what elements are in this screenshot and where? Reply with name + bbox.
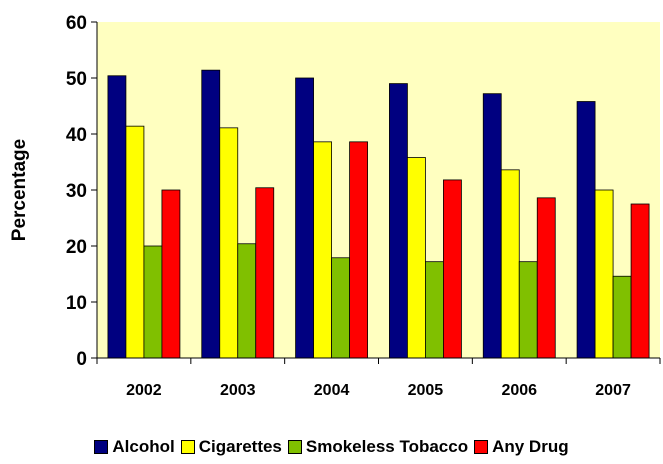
bar-any-drug-2006 — [536, 197, 556, 359]
bar-alcohol-2002 — [107, 75, 127, 359]
legend-item-cigarettes: Cigarettes — [180, 437, 282, 457]
plot-area — [97, 22, 660, 358]
axes-group — [91, 21, 661, 364]
legend-swatch-cigarettes — [180, 440, 195, 454]
bar-any-drug-2007 — [630, 203, 650, 359]
legend-label-cigarettes: Cigarettes — [198, 437, 282, 456]
bar-alcohol-2006 — [482, 93, 502, 359]
x-tick-label-2006: 2006 — [501, 382, 537, 399]
bars-group — [107, 69, 650, 359]
bar-chart: 0 10 20 30 40 50 60 2002 2003 2004 2005 2006 2007 P… — [9, 13, 661, 399]
y-tick-label-40: 40 — [66, 125, 87, 146]
y-tick-label-30: 30 — [66, 181, 87, 202]
x-tick-label-2002: 2002 — [126, 382, 162, 399]
bar-cigarettes-2006 — [500, 169, 520, 359]
bar-smokeless-tobacco-2003 — [237, 243, 257, 359]
legend-item-alcohol: Alcohol — [94, 437, 175, 457]
x-tick-label-2004: 2004 — [314, 382, 350, 399]
legend-swatch-any-drug — [474, 440, 489, 454]
bar-cigarettes-2003 — [219, 127, 239, 359]
legend-swatch-smokeless-tobacco — [287, 440, 302, 454]
bar-any-drug-2005 — [443, 179, 462, 359]
y-axis-title: Percentage — [9, 139, 30, 241]
y-tick-label-10: 10 — [66, 293, 87, 314]
bar-smokeless-tobacco-2004 — [331, 257, 350, 359]
bar-smokeless-tobacco-2007 — [612, 275, 632, 359]
bar-alcohol-2005 — [389, 83, 408, 359]
x-tick-label-2003: 2003 — [220, 382, 256, 399]
bar-any-drug-2003 — [255, 187, 275, 359]
legend-swatch-alcohol — [94, 440, 109, 454]
legend-label-alcohol: Alcohol — [112, 437, 175, 456]
bar-smokeless-tobacco-2002 — [143, 245, 163, 359]
x-tick-label-2007: 2007 — [595, 382, 631, 399]
y-tick-label-0: 0 — [76, 349, 87, 370]
bar-cigarettes-2004 — [313, 141, 332, 359]
x-tick-label-2005: 2005 — [408, 382, 444, 399]
bar-cigarettes-2002 — [125, 125, 145, 359]
bar-alcohol-2007 — [576, 101, 596, 359]
bar-cigarettes-2007 — [594, 189, 614, 359]
y-tick-labels: 0 10 20 30 40 50 60 — [66, 13, 87, 370]
bar-cigarettes-2005 — [407, 157, 426, 359]
legend-label-smokeless-tobacco: Smokeless Tobacco — [305, 437, 469, 456]
bar-alcohol-2004 — [295, 77, 314, 359]
y-tick-label-20: 20 — [66, 237, 87, 258]
legend: Alcohol Cigarettes Smokeless Tobacco Any Dr… — [0, 437, 663, 457]
bar-smokeless-tobacco-2006 — [518, 261, 538, 359]
bar-any-drug-2002 — [161, 189, 181, 359]
x-tick-labels: 2002 2003 2004 2005 2006 2007 — [126, 382, 631, 399]
bar-smokeless-tobacco-2005 — [425, 261, 444, 359]
bar-any-drug-2004 — [349, 141, 368, 359]
legend-item-any-drug: Any Drug — [474, 437, 569, 457]
y-tick-label-50: 50 — [66, 69, 87, 90]
bar-alcohol-2003 — [201, 69, 221, 359]
legend-item-smokeless-tobacco: Smokeless Tobacco — [287, 437, 469, 457]
legend-label-any-drug: Any Drug — [492, 437, 569, 456]
y-tick-label-60: 60 — [66, 13, 87, 34]
